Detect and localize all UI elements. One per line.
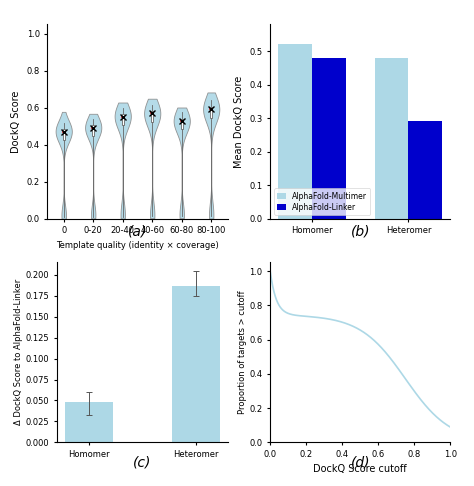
Y-axis label: Proportion of targets > cutoff: Proportion of targets > cutoff [237,291,246,414]
Bar [181,119,183,129]
Bar [151,111,154,122]
Bar [278,44,312,219]
Bar [172,286,220,442]
Y-axis label: Δ DockQ Score to AlphaFold-Linker: Δ DockQ Score to AlphaFold-Linker [14,279,23,425]
Bar [210,106,212,118]
X-axis label: Template quality (identity × coverage): Template quality (identity × coverage) [56,241,219,250]
Bar [312,58,346,219]
Text: (a): (a) [128,225,147,239]
Text: (d): (d) [350,455,370,469]
Bar [409,122,442,219]
Y-axis label: Mean DockQ Score: Mean DockQ Score [234,75,244,168]
Y-axis label: DockQ Score: DockQ Score [11,90,21,153]
Bar [92,125,94,136]
Text: (c): (c) [133,455,151,469]
Bar [64,402,113,442]
Legend: AlphaFold-Multimer, AlphaFold-Linker: AlphaFold-Multimer, AlphaFold-Linker [274,189,370,215]
Bar [374,58,409,219]
X-axis label: DockQ Score cutoff: DockQ Score cutoff [313,465,407,474]
Text: (b): (b) [350,225,370,239]
Bar [121,114,124,125]
Bar [63,129,65,140]
